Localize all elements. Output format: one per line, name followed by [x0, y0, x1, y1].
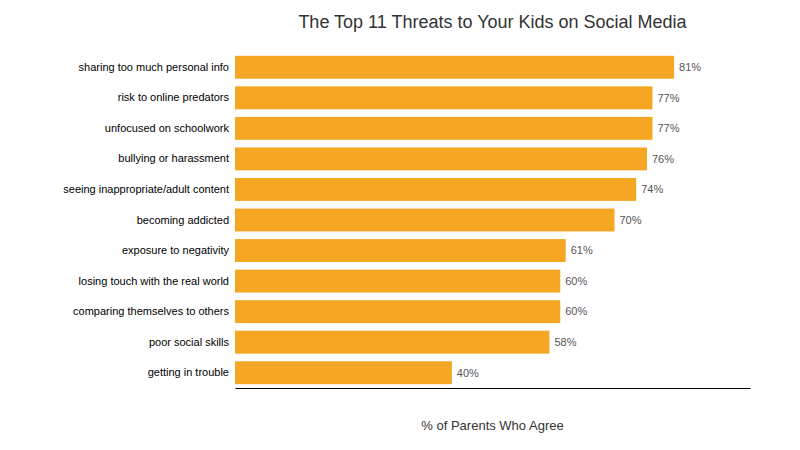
data-label: 70%: [619, 214, 641, 226]
chart: 40% 58% 60% 60% 61% 70% 74% 76% 77% 77% 81% getting…: [0, 0, 800, 450]
bar: [235, 331, 549, 354]
data-label: 81%: [679, 61, 701, 73]
y-tick-label: comparing themselves to others: [73, 305, 229, 317]
bar: [235, 270, 560, 293]
y-tick-label: poor social skills: [149, 336, 230, 348]
y-tick-label: exposure to negativity: [122, 244, 230, 256]
y-tick: seeing inappropriate/adult content: [63, 183, 229, 195]
y-tick-label: becoming addicted: [137, 214, 229, 226]
y-axis: getting in trouble poor social skills comp…: [63, 61, 229, 378]
data-label: 74%: [641, 183, 663, 195]
bar: [235, 117, 652, 140]
bar: [235, 300, 560, 323]
data-label: 40%: [457, 367, 479, 379]
y-tick-label: sharing too much personal info: [79, 61, 229, 73]
data-label: 60%: [565, 275, 587, 287]
y-tick-label: losing touch with the real world: [79, 275, 229, 287]
y-tick: exposure to negativity: [122, 244, 230, 256]
data-label: 77%: [657, 122, 679, 134]
y-tick: getting in trouble: [148, 366, 229, 378]
y-tick-label: bullying or harassment: [118, 152, 229, 164]
bar: [235, 361, 452, 384]
data-labels: 40% 58% 60% 60% 61% 70% 74% 76% 77% 77% 81%: [457, 61, 701, 378]
plot-area: 40% 58% 60% 60% 61% 70% 74% 76% 77% 77% 81% getting…: [63, 56, 750, 389]
y-tick: comparing themselves to others: [73, 305, 229, 317]
y-tick-label: seeing inappropriate/adult content: [63, 183, 229, 195]
y-tick: unfocused on schoolwork: [105, 122, 230, 134]
bars: [235, 56, 674, 384]
y-tick: losing touch with the real world: [79, 275, 229, 287]
data-label: 61%: [571, 244, 593, 256]
y-tick: bullying or harassment: [118, 152, 229, 164]
y-tick-label: getting in trouble: [148, 366, 229, 378]
data-label: 76%: [652, 153, 674, 165]
y-tick: poor social skills: [149, 336, 230, 348]
bar: [235, 239, 566, 262]
bar: [235, 86, 652, 109]
y-tick: becoming addicted: [137, 214, 229, 226]
bar: [235, 56, 674, 79]
data-label: 58%: [554, 336, 576, 348]
y-tick: sharing too much personal info: [79, 61, 229, 73]
y-tick: risk to online predators: [118, 91, 230, 103]
x-axis-title: % of Parents Who Agree: [421, 418, 563, 433]
bar: [235, 209, 614, 232]
y-tick-label: unfocused on schoolwork: [105, 122, 230, 134]
title: The Top 11 Threats to Your Kids on Socia…: [298, 12, 687, 32]
y-tick-label: risk to online predators: [118, 91, 230, 103]
bar: [235, 147, 647, 170]
data-label: 60%: [565, 305, 587, 317]
data-label: 77%: [657, 92, 679, 104]
bar: [235, 178, 636, 201]
x-axis-line: [236, 388, 751, 389]
x-axis: [236, 388, 751, 389]
